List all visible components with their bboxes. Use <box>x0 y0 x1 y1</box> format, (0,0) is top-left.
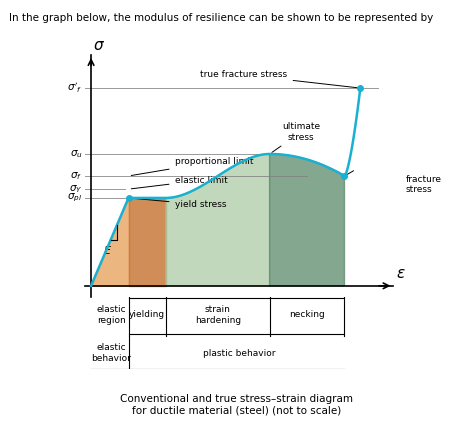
Text: yield stress: yield stress <box>131 198 226 209</box>
Text: σ: σ <box>94 38 104 53</box>
Text: $\sigma_{pl}$: $\sigma_{pl}$ <box>67 192 82 204</box>
Text: elastic limit: elastic limit <box>131 176 228 189</box>
Text: plastic behavior: plastic behavior <box>203 349 275 357</box>
Text: ultimate
stress: ultimate stress <box>272 122 320 152</box>
Text: elastic
behavior: elastic behavior <box>91 343 131 363</box>
Text: In the graph below, the modulus of resilience can be shown to be represented by: In the graph below, the modulus of resil… <box>9 13 434 23</box>
Text: $\sigma_u$: $\sigma_u$ <box>70 148 82 160</box>
Polygon shape <box>166 154 270 286</box>
Text: necking: necking <box>289 310 325 319</box>
Text: strain
hardening: strain hardening <box>195 305 241 324</box>
Text: yielding: yielding <box>129 310 165 319</box>
Text: $\sigma'_f$: $\sigma'_f$ <box>67 81 82 95</box>
Text: Conventional and true stress–strain diagram
for ductile material (steel) (not to: Conventional and true stress–strain diag… <box>120 394 354 416</box>
Text: ε: ε <box>396 266 404 282</box>
Polygon shape <box>270 154 345 286</box>
Text: proportional limit: proportional limit <box>131 157 253 176</box>
Text: fracture
stress: fracture stress <box>406 175 442 194</box>
Text: true fracture stress: true fracture stress <box>201 70 357 88</box>
Text: $\sigma_f$: $\sigma_f$ <box>71 170 82 182</box>
Text: elastic
region: elastic region <box>96 305 126 324</box>
Text: $\sigma_Y$: $\sigma_Y$ <box>69 183 82 195</box>
Text: E: E <box>103 245 110 256</box>
